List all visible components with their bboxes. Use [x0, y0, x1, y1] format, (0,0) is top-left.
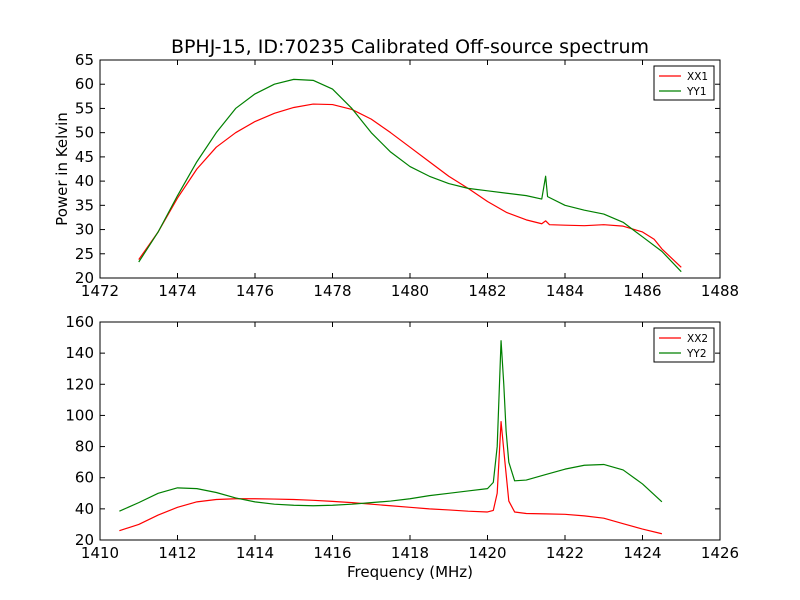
x-tick-label: 1474 — [158, 282, 196, 300]
y-tick-label: 160 — [65, 313, 94, 331]
y-tick-label: 50 — [75, 124, 94, 142]
x-tick-label: 1424 — [623, 544, 661, 562]
y-tick-label: 80 — [75, 438, 94, 456]
y-tick-label: 30 — [75, 221, 94, 239]
series-line-yy1 — [138, 78, 682, 273]
y-tick-label: 65 — [75, 51, 94, 69]
x-tick-label: 1488 — [701, 282, 739, 300]
x-tick-label: 1422 — [546, 544, 584, 562]
x-tick-label: 1480 — [391, 282, 429, 300]
series-line-xx2 — [119, 421, 663, 535]
x-tick-label: 1478 — [313, 282, 351, 300]
legend-label-yy1: YY1 — [686, 86, 707, 98]
legend-box — [653, 327, 715, 363]
x-tick-label: 1476 — [236, 282, 274, 300]
y-axis-label: Power in Kelvin — [53, 112, 71, 226]
x-tick-label: 1486 — [623, 282, 661, 300]
legend-label-yy2: YY2 — [686, 348, 707, 360]
x-tick-label: 1414 — [236, 544, 274, 562]
x-axis-label: Frequency (MHz) — [347, 563, 473, 581]
bottom-plot: 1410 1412 1414 1416 1418 1420 1422 1424 1426 20 40… — [65, 313, 739, 581]
legend-label-xx1: XX1 — [687, 71, 708, 83]
x-tick-label: 1416 — [313, 544, 351, 562]
chart-title: BPHJ-15, ID:70235 Calibrated Off-source … — [171, 36, 649, 58]
x-tick-label: 1412 — [158, 544, 196, 562]
x-tick-label: 1482 — [468, 282, 506, 300]
x-tick-label: 1484 — [546, 282, 584, 300]
y-tick-label: 20 — [75, 269, 94, 287]
y-tick-label: 60 — [75, 75, 94, 93]
x-tick-label: 1420 — [468, 544, 506, 562]
y-tick-label: 35 — [75, 196, 94, 214]
x-tick-label: 1426 — [701, 544, 739, 562]
series-line-yy2 — [119, 340, 663, 512]
x-tick-label: 1410 — [81, 544, 119, 562]
legend-label-xx2: XX2 — [687, 333, 708, 345]
y-tick-label: 55 — [75, 99, 94, 117]
y-tick-label: 60 — [75, 469, 94, 487]
y-tick-label: 140 — [65, 344, 94, 362]
y-tick-label: 40 — [75, 500, 94, 518]
y-tick-label: 20 — [75, 531, 94, 549]
legend-box — [653, 65, 715, 101]
y-tick-label: 100 — [65, 406, 94, 424]
x-tick-label: 1418 — [391, 544, 429, 562]
y-tick-label: 45 — [75, 148, 94, 166]
x-tick-label: 1472 — [81, 282, 119, 300]
series-line-xx1 — [138, 103, 682, 268]
y-tick-label: 25 — [75, 245, 94, 263]
y-tick-label: 120 — [65, 375, 94, 393]
top-plot: 1472 1474 1476 1478 1480 1482 1484 1486 1488 20 25… — [53, 51, 739, 300]
y-tick-label: 40 — [75, 172, 94, 190]
